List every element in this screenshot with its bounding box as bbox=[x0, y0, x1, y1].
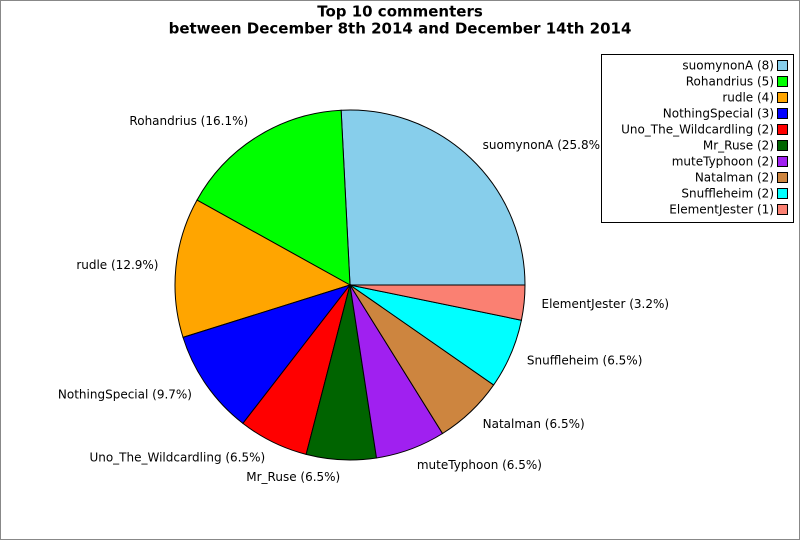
legend-label: NothingSpecial (3) bbox=[663, 107, 774, 121]
slice-label: Rohandrius (16.1%) bbox=[129, 114, 248, 128]
legend-swatch bbox=[777, 92, 788, 103]
legend-swatch bbox=[777, 140, 788, 151]
legend-swatch bbox=[777, 204, 788, 215]
legend-label: ElementJester (1) bbox=[669, 203, 774, 217]
legend-swatch bbox=[777, 172, 788, 183]
slice-label: NothingSpecial (9.7%) bbox=[58, 387, 192, 401]
legend-label: Natalman (2) bbox=[695, 171, 774, 185]
chart-subtitle: between December 8th 2014 and December 1… bbox=[169, 20, 632, 38]
legend-swatch bbox=[777, 108, 788, 119]
legend-swatch bbox=[777, 188, 788, 199]
slice-label: Mr_Ruse (6.5%) bbox=[246, 470, 340, 484]
legend-box bbox=[601, 54, 794, 223]
slice-label: muteTyphoon (6.5%) bbox=[417, 458, 542, 472]
legend-label: Snuffleheim (2) bbox=[681, 187, 774, 201]
slice-label: Snuffleheim (6.5%) bbox=[527, 353, 643, 367]
legend-label: rudle (4) bbox=[722, 91, 774, 105]
legend-label: muteTyphoon (2) bbox=[672, 155, 774, 169]
pie-slice bbox=[174, 199, 352, 339]
legend-swatch bbox=[777, 76, 788, 87]
slice-label: rudle (12.9%) bbox=[76, 258, 158, 272]
legend-label: Uno_The_Wildcardling (2) bbox=[621, 123, 774, 137]
pie-slice bbox=[349, 284, 526, 321]
chart-title: Top 10 commenters bbox=[317, 3, 483, 21]
slice-label: Natalman (6.5%) bbox=[483, 417, 585, 431]
legend-label: Mr_Ruse (2) bbox=[703, 139, 774, 153]
pie-slice bbox=[182, 284, 352, 425]
slice-label: suomynonA (25.8%) bbox=[483, 138, 605, 152]
slice-label: Uno_The_Wildcardling (6.5%) bbox=[89, 450, 265, 464]
legend-label: Rohandrius (5) bbox=[686, 75, 774, 89]
legend-label: suomynonA (8) bbox=[682, 59, 774, 73]
pie-slice bbox=[340, 109, 526, 286]
legend-swatch bbox=[777, 156, 788, 167]
slice-label: ElementJester (3.2%) bbox=[542, 297, 670, 311]
legend-swatch bbox=[777, 124, 788, 135]
legend-swatch bbox=[777, 60, 788, 71]
pie-slice bbox=[196, 109, 351, 286]
